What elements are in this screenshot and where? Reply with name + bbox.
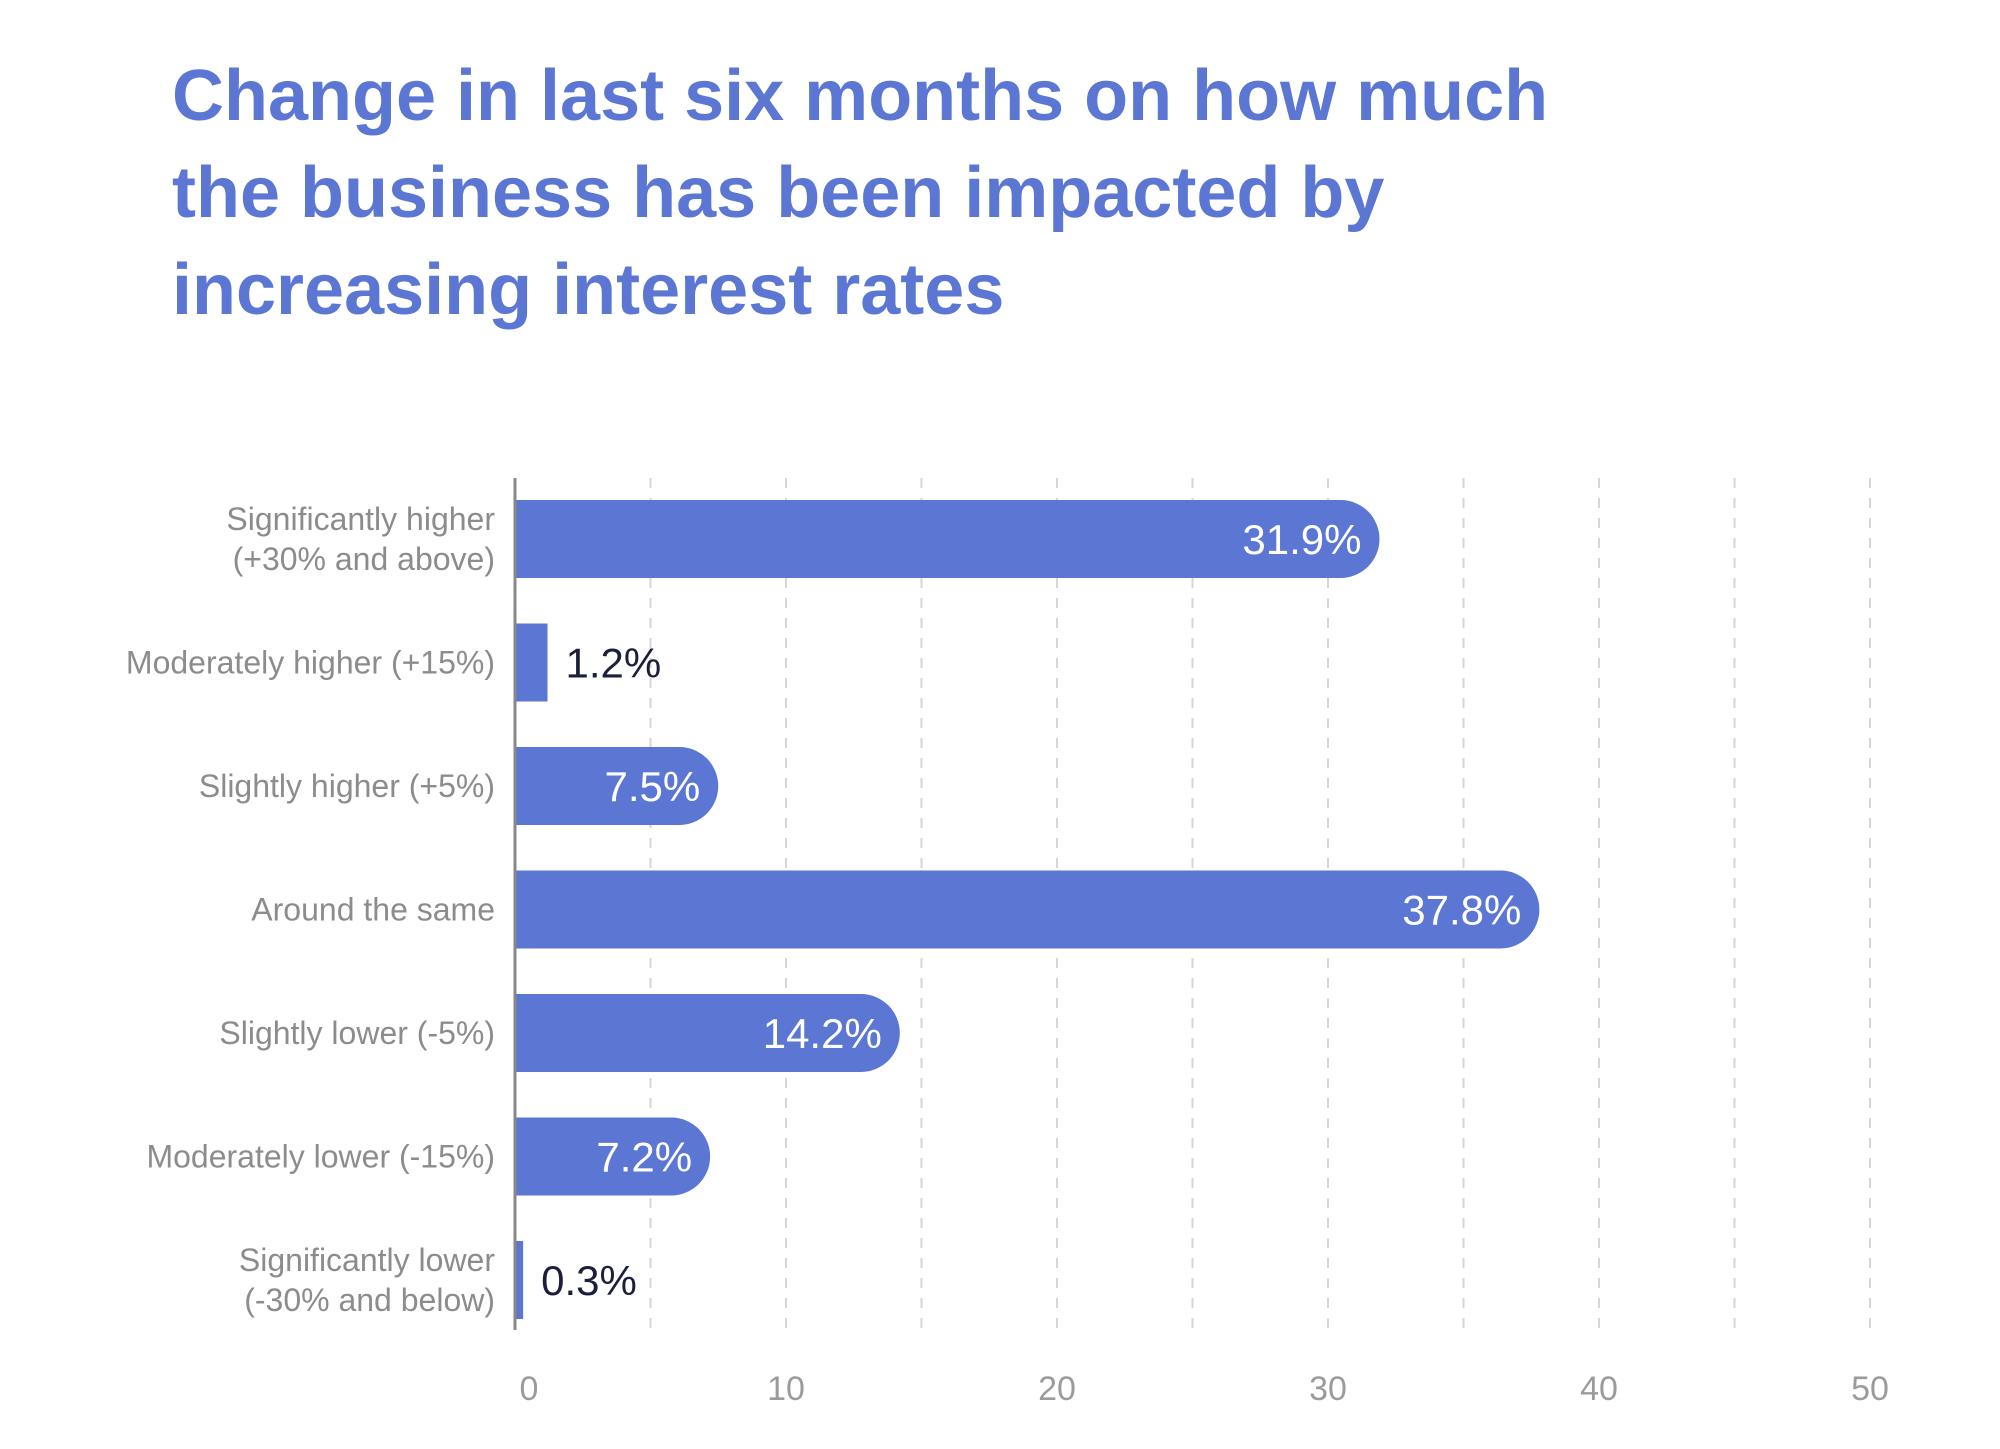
category-label: Moderately higher (+15%) — [126, 645, 495, 681]
x-tick-label: 10 — [767, 1370, 805, 1408]
category-label: (-30% and below) — [244, 1282, 495, 1318]
value-label: 37.8% — [1402, 887, 1521, 934]
x-tick-label: 20 — [1038, 1370, 1076, 1408]
bar — [515, 870, 1540, 949]
value-label: 7.2% — [596, 1134, 692, 1181]
category-label: Significantly higher — [226, 501, 495, 537]
bar — [515, 623, 548, 702]
value-label: 7.5% — [605, 763, 701, 810]
chart-title: Change in last six months on how much th… — [172, 56, 1549, 330]
bar — [515, 500, 1380, 578]
value-label: 0.3% — [541, 1257, 637, 1304]
value-label: 14.2% — [763, 1010, 882, 1057]
value-label: 31.9% — [1242, 516, 1361, 563]
x-tick-label: 30 — [1309, 1370, 1347, 1408]
bar — [515, 747, 719, 825]
x-tick-labels: 0 10 20 30 40 50 — [520, 1370, 1889, 1408]
bars — [515, 500, 1540, 1319]
category-label: Moderately lower (-15%) — [146, 1139, 495, 1175]
x-tick-label: 50 — [1851, 1370, 1889, 1408]
bar — [515, 1117, 711, 1196]
value-label: 1.2% — [566, 640, 662, 687]
category-label: Slightly lower (-5%) — [219, 1015, 495, 1051]
category-labels: Significantly higher (+30% and above) Mode… — [126, 501, 495, 1318]
category-label: Slightly higher (+5%) — [199, 768, 495, 804]
x-tick-label: 0 — [520, 1370, 539, 1408]
x-tick-label: 40 — [1580, 1370, 1618, 1408]
value-labels: 31.9% 1.2% 7.5% 37.8% 14.2% 7.2% 0.3% — [541, 516, 1521, 1304]
category-label: Significantly lower — [239, 1242, 495, 1278]
category-label: (+30% and above) — [233, 541, 495, 577]
bar — [515, 1241, 524, 1319]
bar — [515, 994, 900, 1072]
category-label: Around the same — [251, 892, 495, 928]
